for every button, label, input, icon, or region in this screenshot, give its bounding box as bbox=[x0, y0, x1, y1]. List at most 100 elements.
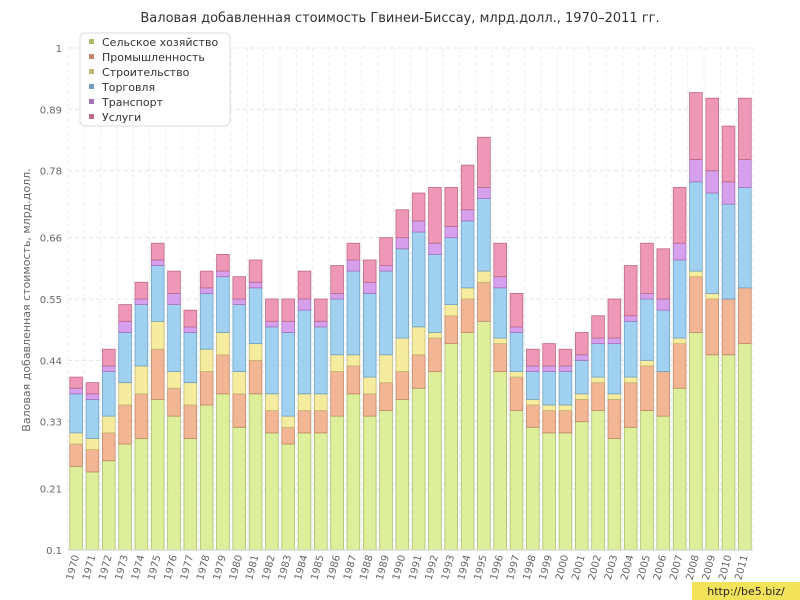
bar-segment bbox=[444, 226, 459, 239]
bar-segment bbox=[346, 393, 361, 551]
bar-segment bbox=[591, 376, 605, 384]
bar-segment bbox=[623, 376, 638, 384]
bar-segment bbox=[118, 404, 132, 445]
bar-segment bbox=[395, 209, 410, 239]
bar-segment bbox=[738, 159, 752, 188]
bar-segment bbox=[167, 415, 181, 551]
bar-segment bbox=[183, 326, 198, 333]
legend-entry: Промышленность bbox=[102, 51, 205, 64]
y-tick-label: 1 bbox=[56, 44, 62, 55]
bar-segment bbox=[134, 298, 149, 305]
bar-segment bbox=[118, 332, 132, 384]
bar-segment bbox=[167, 270, 181, 294]
bar-segment bbox=[150, 265, 165, 322]
bar-segment bbox=[574, 354, 589, 361]
bar-segment bbox=[428, 242, 442, 255]
bar-segment bbox=[232, 304, 247, 372]
bar-segment bbox=[721, 125, 736, 183]
bar-segment bbox=[362, 293, 377, 378]
bar-segment bbox=[314, 393, 328, 411]
bar-segment bbox=[509, 332, 524, 372]
bar-segment bbox=[330, 265, 344, 294]
bar-segment bbox=[705, 97, 719, 172]
bar-segment bbox=[526, 426, 540, 551]
bar-segment bbox=[281, 320, 295, 333]
bar-segment bbox=[216, 276, 230, 333]
bar-segment bbox=[705, 354, 719, 551]
y-tick-label: 0.21 bbox=[40, 485, 62, 496]
bar-segment bbox=[428, 337, 442, 372]
bar-segment bbox=[199, 270, 214, 289]
bar-segment bbox=[118, 382, 132, 406]
bar-segment bbox=[542, 371, 556, 406]
bar-segment bbox=[102, 432, 116, 462]
bar-segment bbox=[265, 320, 279, 328]
bar-segment bbox=[591, 337, 605, 345]
bar-segment bbox=[509, 371, 524, 378]
bar-segment bbox=[477, 136, 491, 188]
legend-entry: Транспорт bbox=[101, 96, 164, 109]
bar-segment bbox=[183, 438, 198, 551]
bar-segment bbox=[134, 281, 149, 300]
legend-entry: Строительство bbox=[102, 66, 190, 79]
bar-segment bbox=[314, 326, 328, 395]
legend-entry: Услуги bbox=[102, 111, 141, 124]
bar-segment bbox=[493, 276, 507, 289]
bar-segment bbox=[444, 304, 459, 317]
bar-segment bbox=[607, 343, 622, 395]
bar-segment bbox=[134, 438, 149, 551]
bar-segment bbox=[330, 371, 344, 417]
legend-entry: Сельское хозяйство bbox=[102, 36, 218, 49]
bar-segment bbox=[689, 159, 703, 183]
bar-segment bbox=[460, 220, 475, 289]
bar-segment bbox=[689, 270, 703, 278]
bar-segment bbox=[85, 471, 100, 551]
bar-segment bbox=[281, 443, 295, 551]
bar-segment bbox=[493, 337, 507, 345]
bar-segment bbox=[314, 410, 328, 434]
bar-segment bbox=[265, 326, 279, 395]
bar-segment bbox=[721, 298, 736, 356]
bar-segment bbox=[330, 298, 344, 356]
bar-segment bbox=[558, 348, 573, 367]
y-axis-ticks: 0.1 0.21 0.33 0.44 0.55 0.66 0.78 0.89 1 bbox=[40, 44, 62, 557]
bar-segment bbox=[640, 298, 654, 361]
bar-segment bbox=[395, 337, 410, 372]
bar-segment bbox=[460, 164, 475, 211]
bar-segment bbox=[738, 187, 752, 289]
bar-segment bbox=[574, 421, 589, 551]
bar-segment bbox=[102, 415, 116, 434]
bar-segment bbox=[69, 443, 83, 467]
bar-segment bbox=[362, 376, 377, 395]
chart-title: Валовая добавленная стоимость Гвинеи-Бис… bbox=[140, 11, 659, 26]
bar-segment bbox=[672, 387, 687, 551]
bar-segment bbox=[248, 287, 263, 345]
bar-segment bbox=[216, 253, 230, 272]
bar-segment bbox=[607, 298, 622, 339]
bar-segment bbox=[85, 382, 100, 395]
bar-segment bbox=[542, 365, 556, 372]
bar-segment bbox=[281, 298, 295, 322]
bar-segment bbox=[591, 315, 605, 339]
bar-segment bbox=[411, 354, 426, 389]
bar-segment bbox=[297, 309, 312, 395]
bar-segment bbox=[199, 287, 214, 294]
bar-segment bbox=[738, 343, 752, 551]
bar-segment bbox=[574, 393, 589, 400]
y-tick-label: 0.1 bbox=[46, 546, 62, 557]
legend-entry: Торговля bbox=[101, 81, 155, 94]
bar-segment bbox=[330, 354, 344, 372]
bar-segment bbox=[542, 343, 556, 367]
bar-segment bbox=[460, 209, 475, 222]
bar-segment bbox=[183, 404, 198, 439]
bar-segment bbox=[509, 326, 524, 333]
bar-segment bbox=[656, 309, 671, 372]
bar-segment bbox=[493, 343, 507, 372]
bar-segment bbox=[689, 92, 703, 160]
bar-segment bbox=[656, 415, 671, 551]
bar-segment bbox=[379, 354, 393, 384]
bar-segment bbox=[705, 298, 719, 356]
bar-segment bbox=[379, 265, 393, 272]
bar-segment bbox=[526, 348, 540, 367]
